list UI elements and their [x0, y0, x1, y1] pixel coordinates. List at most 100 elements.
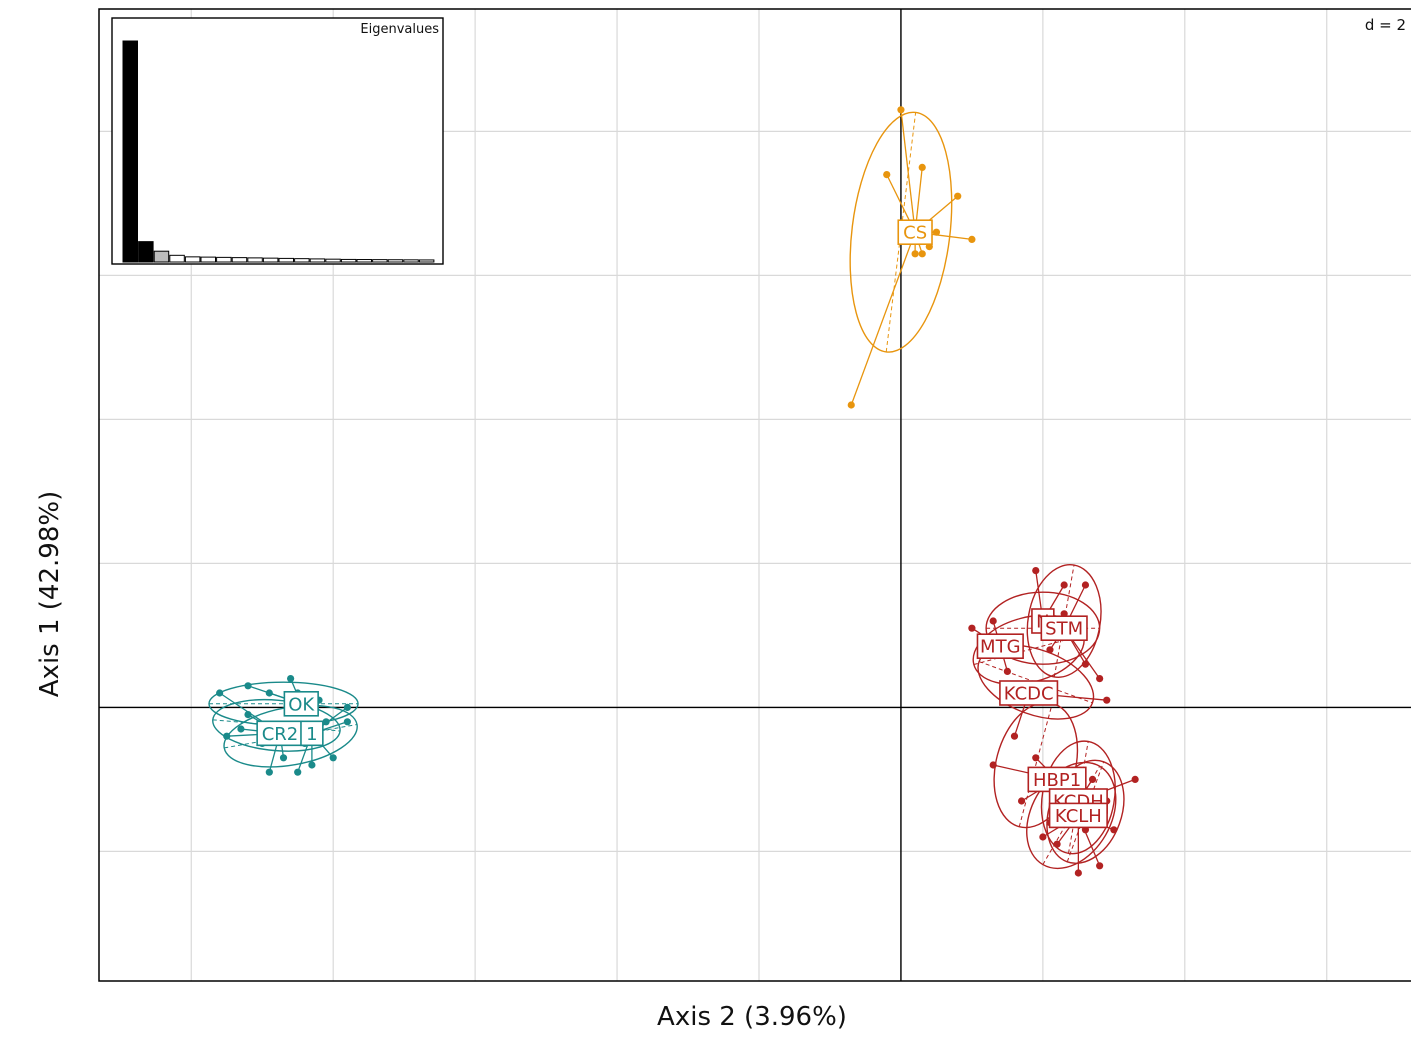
data-point	[897, 106, 905, 114]
group-label-box	[1048, 802, 1108, 829]
data-point	[1103, 696, 1111, 704]
ellipse-axis	[978, 661, 1093, 704]
group-label-box	[1027, 766, 1087, 793]
data-point	[1074, 869, 1082, 877]
data-point	[968, 624, 976, 632]
data-point	[1110, 826, 1118, 834]
data-point	[1039, 833, 1047, 841]
data-point	[343, 703, 351, 712]
eigenvalue-bar	[294, 258, 310, 263]
group-label-box	[283, 690, 319, 717]
data-point	[279, 754, 288, 762]
eigenvalue-bar	[122, 40, 138, 263]
eigenvalue-bar	[231, 257, 248, 263]
eigenvalue-bar	[247, 257, 263, 263]
data-point	[1003, 667, 1011, 676]
data-point	[1081, 581, 1090, 589]
star-line	[900, 109, 916, 233]
group-label: KCDC	[1004, 683, 1054, 704]
group-0: CS	[847, 106, 976, 409]
eigenvalue-bar	[403, 259, 419, 263]
data-point	[989, 617, 997, 625]
group-label: 1	[306, 724, 317, 745]
group-label: STM	[1045, 619, 1083, 640]
eigenvalue-inset: Eigenvalues	[111, 17, 444, 265]
eigenvalue-bar	[200, 256, 216, 263]
data-point	[343, 718, 351, 726]
data-point	[1060, 581, 1068, 589]
y-axis-title: Axis 1 (42.98%)	[35, 490, 65, 698]
data-point	[216, 689, 224, 697]
data-point	[1017, 797, 1026, 805]
data-point	[265, 689, 273, 697]
data-point	[287, 675, 295, 683]
origin-axes	[99, 9, 1411, 981]
group-layer: CSOKCR21NSTMMTGKCDCHBP1KCDHKCLH	[208, 106, 1139, 877]
ellipse-axis	[224, 724, 358, 749]
data-point	[1032, 754, 1040, 762]
eigenvalue-bar	[325, 258, 341, 263]
eigenvalue-bar	[138, 241, 154, 263]
group-label: MTG	[980, 637, 1020, 658]
data-point	[989, 761, 997, 769]
group-label: KCLH	[1055, 806, 1102, 827]
group-label: OK	[288, 694, 315, 715]
data-point	[265, 768, 273, 776]
data-point	[1088, 775, 1097, 784]
eigenvalue-bar	[309, 258, 326, 263]
data-point	[1096, 862, 1104, 870]
group-label-box	[1040, 615, 1088, 642]
data-point	[223, 732, 231, 740]
inset-frame	[111, 17, 444, 265]
eigenvalue-bar	[153, 250, 170, 263]
eigenvalue-bar	[387, 259, 404, 263]
data-point	[237, 725, 245, 733]
data-point	[1081, 660, 1090, 668]
data-point	[1032, 567, 1040, 575]
data-point	[1046, 646, 1054, 654]
eigenvalue-bar	[216, 256, 232, 263]
inset-title: Eigenvalues	[360, 22, 439, 37]
data-point	[308, 761, 316, 769]
eigenvalue-bar	[418, 259, 435, 263]
group-label-box	[999, 680, 1059, 706]
data-point	[1053, 840, 1061, 848]
group-label-box	[976, 633, 1024, 660]
data-point	[1010, 732, 1019, 740]
data-point	[244, 682, 252, 690]
star-line	[850, 231, 916, 406]
data-point	[329, 754, 337, 762]
data-point	[911, 250, 919, 258]
data-point	[322, 718, 330, 726]
group-label: CS	[903, 223, 927, 244]
data-point	[1131, 775, 1139, 784]
group-label-box	[256, 720, 304, 747]
group-2: NSTMMTGKCDCHBP1KCDHKCLH	[968, 564, 1139, 877]
scale-label: d = 2	[1365, 16, 1406, 34]
data-point	[918, 250, 926, 258]
data-point	[1096, 675, 1104, 683]
eigenvalue-bar	[169, 254, 185, 263]
eigenvalue-bar	[372, 259, 388, 263]
group-label: CR2	[262, 724, 299, 745]
ellipse-axis	[1018, 703, 1053, 827]
eigenvalue-bar	[340, 258, 357, 263]
x-axis-title: Axis 2 (3.96%)	[657, 1002, 847, 1032]
data-point	[918, 163, 926, 171]
eigenvalue-bar	[278, 257, 294, 263]
eigenvalue-bar	[184, 256, 201, 263]
data-point	[244, 711, 252, 719]
group-1: OK CR2 1	[208, 675, 359, 776]
group-label-box	[897, 219, 933, 245]
eigenvalue-bar	[356, 259, 372, 263]
data-point	[294, 768, 302, 776]
group-label-box	[300, 720, 324, 747]
group-label: HBP1	[1033, 770, 1081, 791]
data-point	[847, 401, 855, 409]
data-point	[954, 192, 962, 200]
eigenvalue-bar	[262, 257, 279, 263]
data-point	[932, 228, 941, 236]
ellipse-axis	[1066, 761, 1105, 862]
data-point	[968, 235, 976, 243]
